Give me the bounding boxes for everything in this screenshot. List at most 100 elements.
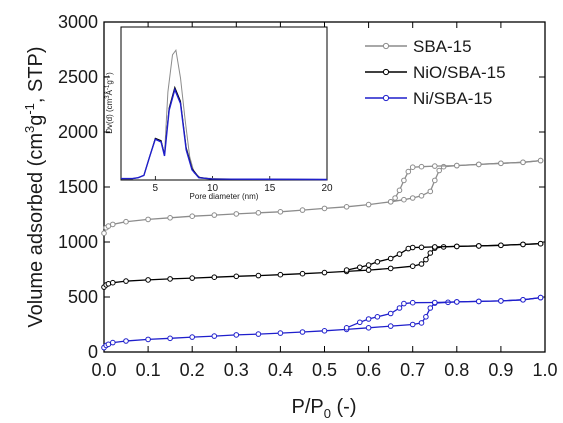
series-line-2-desorption <box>347 298 541 328</box>
series-point-0 <box>256 211 261 216</box>
series-point-2 <box>397 306 402 311</box>
series-point-0 <box>521 160 526 165</box>
series-point-1 <box>366 268 371 273</box>
x-tick-label: 0.8 <box>444 360 469 380</box>
series-point-0 <box>212 213 217 218</box>
series-point-2 <box>433 300 438 305</box>
series-point-2 <box>278 331 283 336</box>
series-point-1 <box>256 273 261 278</box>
legend-label: NiO/SBA-15 <box>413 63 506 82</box>
series-point-2 <box>388 311 393 316</box>
series-point-1 <box>388 256 393 261</box>
series-point-2 <box>521 298 526 303</box>
series-point-0 <box>410 196 415 201</box>
series-point-2 <box>388 324 393 329</box>
series-point-2 <box>455 300 460 305</box>
y-tick-label: 1500 <box>58 177 98 197</box>
inset-x-tick-label: 20 <box>321 183 333 194</box>
series-point-1 <box>111 280 116 285</box>
inset-x-tick-label: 5 <box>153 183 159 194</box>
series-point-1 <box>375 260 380 265</box>
series-point-1 <box>499 243 504 248</box>
series-point-2 <box>410 322 415 327</box>
series-point-0 <box>388 200 393 205</box>
series-point-0 <box>168 216 173 221</box>
series-point-2 <box>428 306 433 311</box>
series-point-1 <box>455 244 460 249</box>
series-point-2 <box>375 315 380 320</box>
x-tick-label: 0.9 <box>488 360 513 380</box>
series-point-0 <box>402 197 407 202</box>
legend-marker <box>383 95 388 100</box>
series-point-0 <box>397 188 402 193</box>
series-point-0 <box>433 164 438 169</box>
y-tick-label: 0 <box>88 342 98 362</box>
series-point-0 <box>402 178 407 183</box>
series-point-2 <box>419 321 424 326</box>
x-tick-label: 1.0 <box>532 360 557 380</box>
series-point-2 <box>256 332 261 337</box>
series-point-2 <box>366 326 371 331</box>
series-point-1 <box>428 251 433 256</box>
legend-marker <box>383 43 388 48</box>
series-point-0 <box>102 231 107 236</box>
series-point-1 <box>419 245 424 250</box>
series-point-1 <box>300 271 305 276</box>
series-point-0 <box>366 202 371 207</box>
x-tick-label: 0.6 <box>356 360 381 380</box>
inset-x-axis-label: Pore diameter (nm) <box>190 192 259 201</box>
series-point-0 <box>437 168 442 173</box>
legend: SBA-15NiO/SBA-15Ni/SBA-15 <box>365 37 506 108</box>
series-point-0 <box>146 217 151 222</box>
series-point-2 <box>477 299 482 304</box>
series-point-2 <box>111 340 116 345</box>
series-point-1 <box>278 272 283 277</box>
series-point-2 <box>344 326 349 331</box>
series-point-0 <box>499 161 504 166</box>
y-axis-label: Volume adsorbed (cm3g-1, STP) <box>22 46 47 327</box>
series-point-0 <box>393 196 398 201</box>
series-point-2 <box>168 336 173 341</box>
series-point-0 <box>124 219 129 224</box>
series-point-0 <box>410 165 415 170</box>
series-point-1 <box>406 246 411 251</box>
y-tick-label: 2500 <box>58 67 98 87</box>
series-point-0 <box>190 214 195 219</box>
inset-plot-frame <box>121 27 327 180</box>
series-point-0 <box>441 164 446 169</box>
inset-x-tick-label: 15 <box>264 183 276 194</box>
y-tick-label: 1000 <box>58 232 98 252</box>
series-point-1 <box>234 274 239 279</box>
series-point-2 <box>146 337 151 342</box>
series-point-2 <box>410 300 415 305</box>
series-point-1 <box>212 275 217 280</box>
series-point-1 <box>124 279 129 284</box>
x-axis-label-main: P/P <box>291 396 323 418</box>
series-point-0 <box>111 222 116 227</box>
series-point-2 <box>538 295 543 300</box>
series-point-1 <box>419 262 424 267</box>
y-tick-label: 3000 <box>58 12 98 32</box>
series-point-2 <box>366 317 371 322</box>
y-tick-label: 2000 <box>58 122 98 142</box>
series-point-2 <box>190 335 195 340</box>
series-point-2 <box>358 320 363 325</box>
series-point-0 <box>322 206 327 211</box>
series-point-0 <box>406 169 411 174</box>
series-point-1 <box>190 276 195 281</box>
series-point-2 <box>424 315 429 320</box>
series-point-0 <box>300 208 305 213</box>
x-tick-label: 0.2 <box>180 360 205 380</box>
x-tick-label: 0.7 <box>400 360 425 380</box>
series-point-2 <box>300 330 305 335</box>
legend-label: Ni/SBA-15 <box>413 89 492 108</box>
series-point-2 <box>234 333 239 338</box>
series-point-1 <box>477 244 482 249</box>
series-point-1 <box>433 245 438 250</box>
series-point-0 <box>455 163 460 168</box>
y-tick-label: 500 <box>68 287 98 307</box>
series-point-1 <box>410 264 415 269</box>
x-tick-label: 0.3 <box>224 360 249 380</box>
series-point-1 <box>388 266 393 271</box>
series-point-1 <box>538 241 543 246</box>
